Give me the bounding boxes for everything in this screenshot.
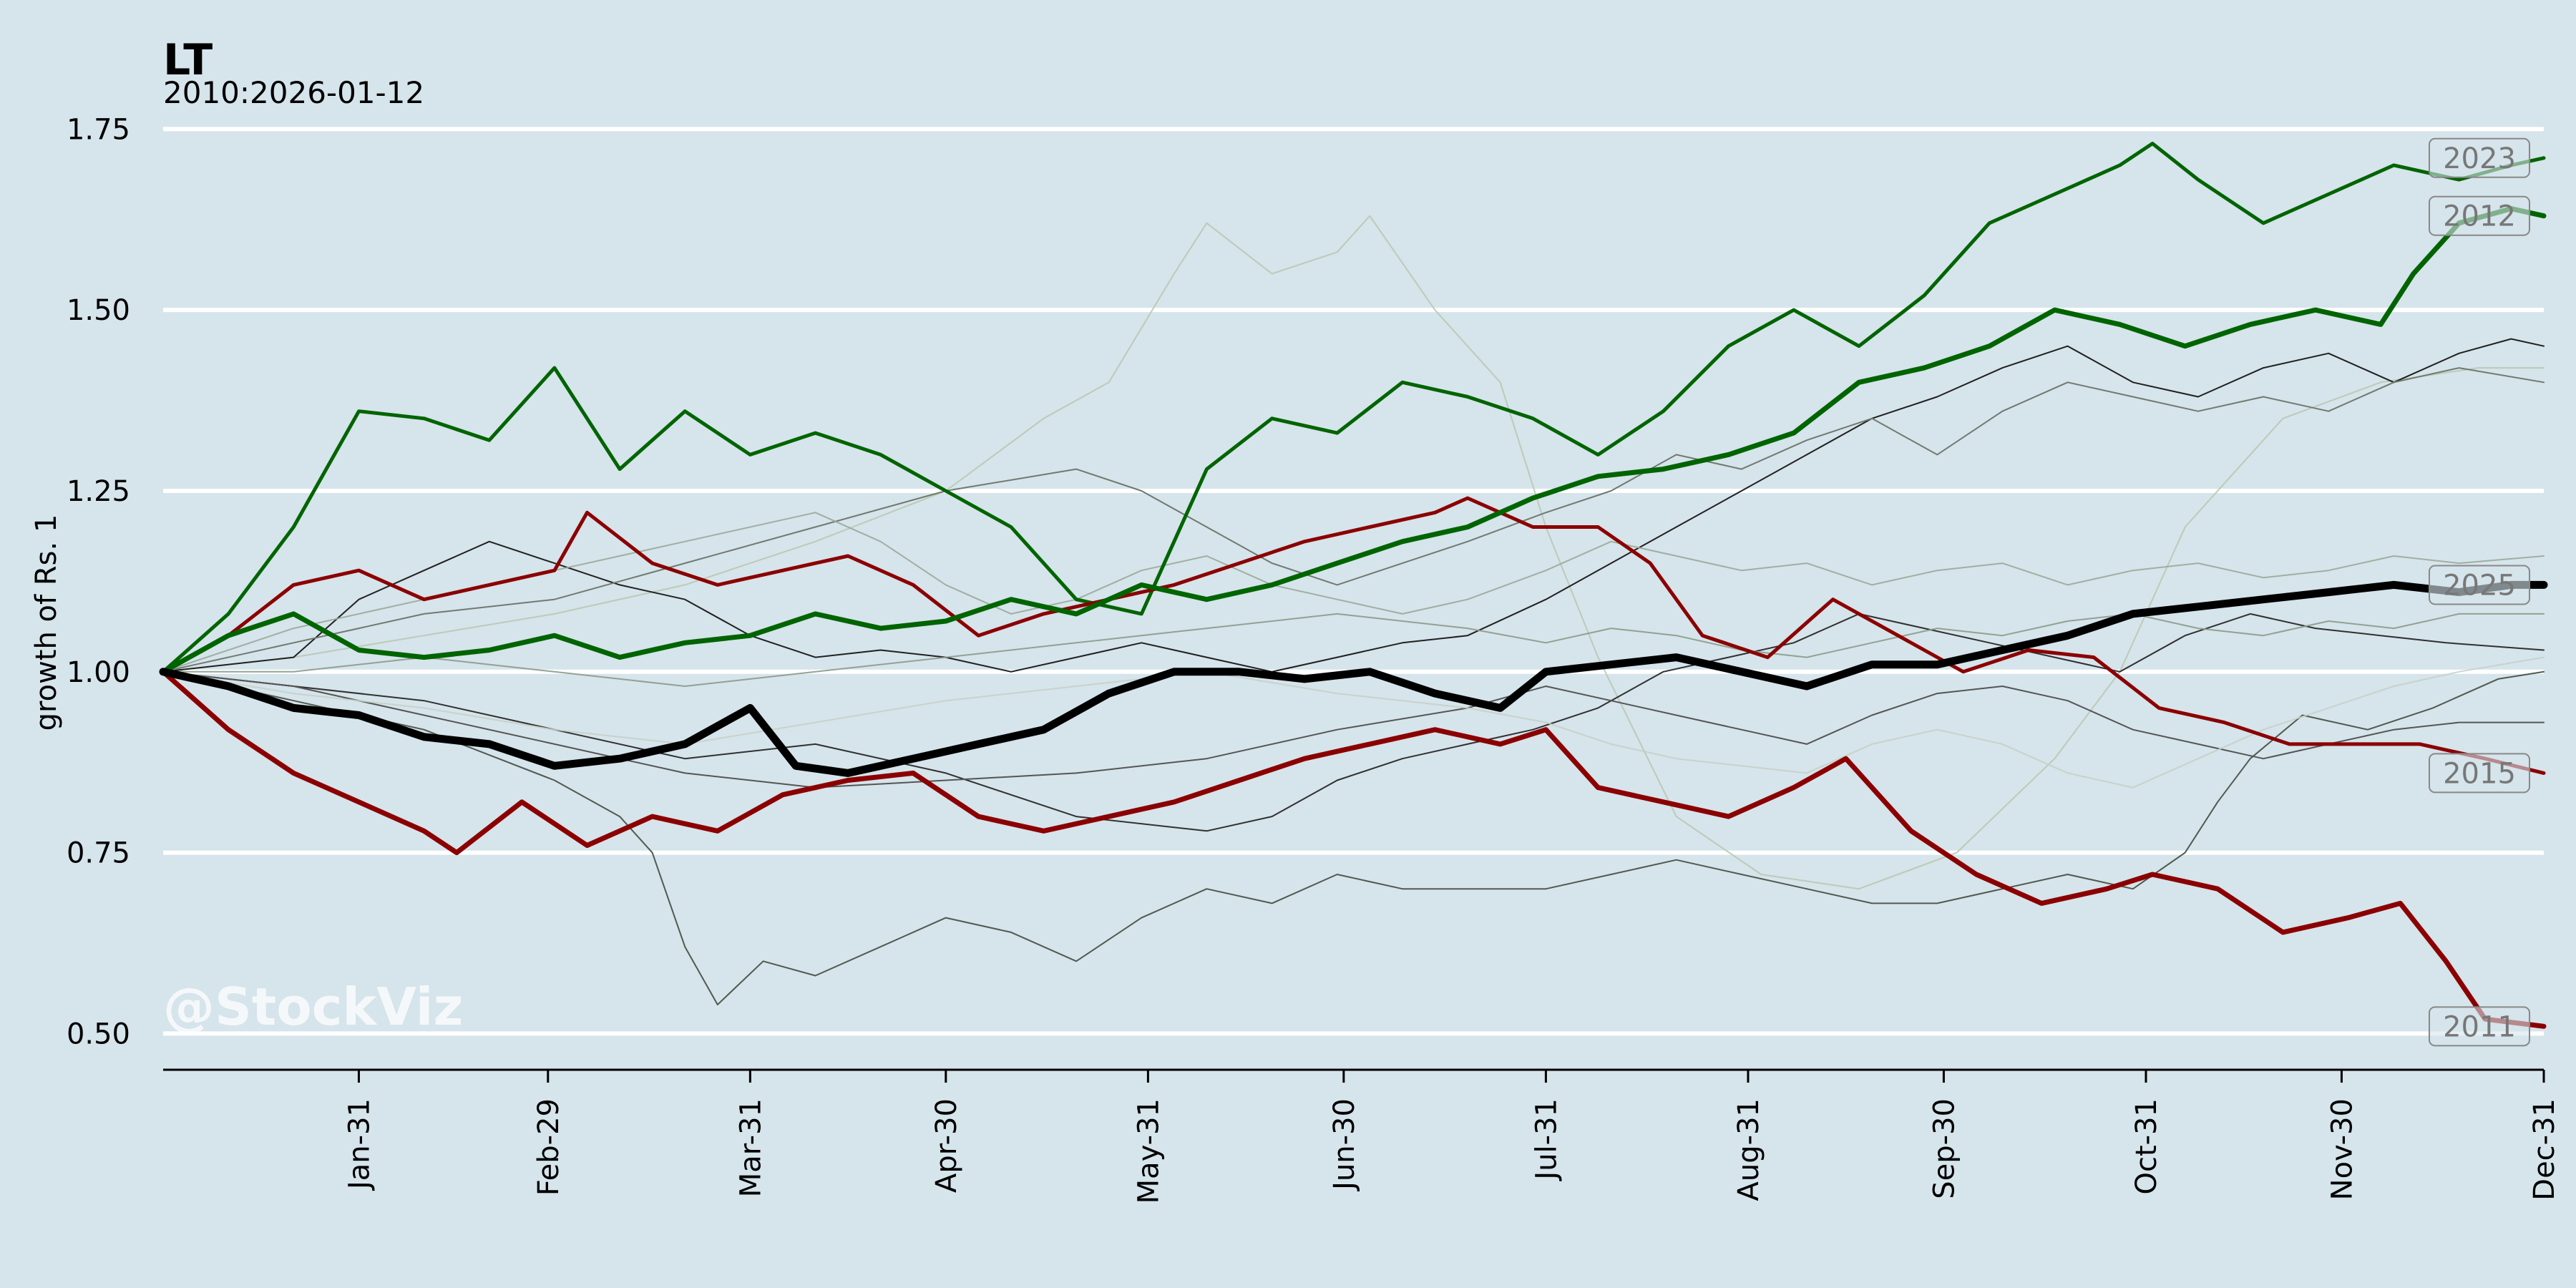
year-labels: 2023 2012 2025 2015 2011 — [2429, 137, 2530, 1047]
series-line-2023 — [161, 142, 2546, 674]
year-label-box — [2429, 753, 2530, 794]
x-tick-label: Dec-31 — [2528, 1098, 2561, 1201]
chart-subtitle: 2010:2026-01-12 — [163, 75, 424, 110]
chart-title: LT — [163, 35, 213, 85]
year-label-box — [2429, 1006, 2530, 1047]
series-line-12 — [162, 613, 2545, 687]
x-tick-label: Jan-31 — [343, 1098, 376, 1191]
y-axis-label: growth of Rs. 1 — [30, 514, 63, 731]
year-label-box — [2429, 137, 2530, 178]
x-tick-label: Apr-30 — [930, 1098, 963, 1193]
series-line-8 — [162, 613, 2545, 832]
x-tick-label: Feb-29 — [532, 1098, 565, 1196]
series-line-9 — [162, 367, 2545, 673]
series-line-7 — [162, 338, 2545, 673]
watermark: @StockViz — [163, 977, 463, 1037]
y-tick-label: 1.25 — [67, 475, 130, 508]
year-label-box — [2429, 195, 2530, 236]
x-tick-label: Jun-30 — [1328, 1098, 1361, 1192]
series-line-10 — [162, 670, 2545, 789]
series-line-2015 — [161, 496, 2546, 775]
series-line-2012 — [160, 206, 2547, 675]
y-tick-label: 1.75 — [67, 113, 130, 146]
series-line-2011 — [160, 669, 2547, 1029]
series-line-11 — [162, 512, 2545, 673]
series-lines — [159, 142, 2548, 1029]
x-tick-label: Nov-30 — [2326, 1098, 2358, 1200]
year-label-box — [2429, 565, 2530, 605]
y-tick-label: 1.50 — [67, 294, 130, 327]
series-line-6 — [162, 670, 2545, 1005]
x-axis: Jan-31 Feb-29 Mar-31 Apr-30 May-31 Jun-30 Jul-… — [163, 1068, 2561, 1204]
series-line-2025 — [159, 580, 2548, 777]
x-tick-label: Aug-31 — [1732, 1098, 1765, 1201]
year-label: 2015 — [2443, 757, 2516, 790]
year-label: 2012 — [2443, 200, 2516, 233]
x-tick-label: May-31 — [1132, 1098, 1165, 1204]
year-label: 2011 — [2443, 1010, 2516, 1043]
x-tick-label: Mar-31 — [734, 1098, 767, 1197]
series-line-5 — [162, 215, 2545, 890]
x-tick-label: Jul-31 — [1530, 1098, 1563, 1182]
year-label: 2023 — [2443, 142, 2516, 175]
y-tick-label: 0.50 — [67, 1018, 130, 1050]
y-tick-label: 1.00 — [67, 656, 130, 689]
y-tick-label: 0.75 — [67, 837, 130, 870]
x-tick-label: Oct-31 — [2130, 1098, 2163, 1195]
year-label: 2025 — [2443, 569, 2516, 602]
x-tick-label: Sep-30 — [1928, 1098, 1961, 1199]
series-line-13 — [162, 656, 2545, 789]
